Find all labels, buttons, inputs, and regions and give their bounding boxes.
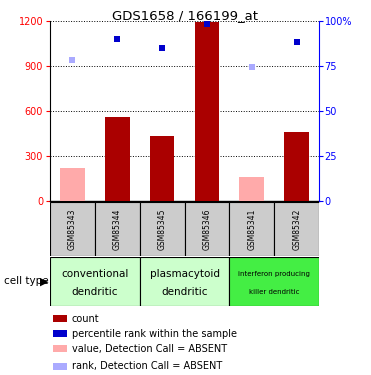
Bar [229,202,274,256]
Text: GSM85343: GSM85343 [68,208,77,250]
Bar [95,202,140,256]
Text: killer dendritic: killer dendritic [249,289,299,295]
Bar [150,136,174,201]
Text: plasmacytoid: plasmacytoid [150,269,220,279]
Bar [53,315,67,322]
Text: GSM85344: GSM85344 [113,208,122,250]
Text: GSM85345: GSM85345 [158,208,167,250]
Text: GSM85341: GSM85341 [247,208,256,250]
Bar [50,257,140,306]
Text: percentile rank within the sample: percentile rank within the sample [72,328,237,339]
Text: ▶: ▶ [40,276,48,286]
Bar [240,177,264,201]
Bar [229,257,319,306]
Bar [53,363,67,370]
Text: cell type: cell type [4,276,48,286]
Bar [50,202,95,256]
Bar [284,132,309,201]
Bar [195,22,219,201]
Text: interferon producing: interferon producing [238,271,310,277]
Bar [60,168,85,201]
Text: conventional: conventional [61,269,129,279]
Bar [53,330,67,337]
Text: GSM85342: GSM85342 [292,208,301,250]
Bar [274,202,319,256]
Text: rank, Detection Call = ABSENT: rank, Detection Call = ABSENT [72,362,222,372]
Bar [140,257,229,306]
Bar [140,202,185,256]
Text: count: count [72,314,99,324]
Bar [53,345,67,352]
Text: value, Detection Call = ABSENT: value, Detection Call = ABSENT [72,344,227,354]
Bar [185,202,229,256]
Text: dendritic: dendritic [72,287,118,297]
Text: GDS1658 / 166199_at: GDS1658 / 166199_at [112,9,259,22]
Bar [105,117,129,201]
Text: dendritic: dendritic [161,287,208,297]
Text: GSM85346: GSM85346 [203,208,211,250]
